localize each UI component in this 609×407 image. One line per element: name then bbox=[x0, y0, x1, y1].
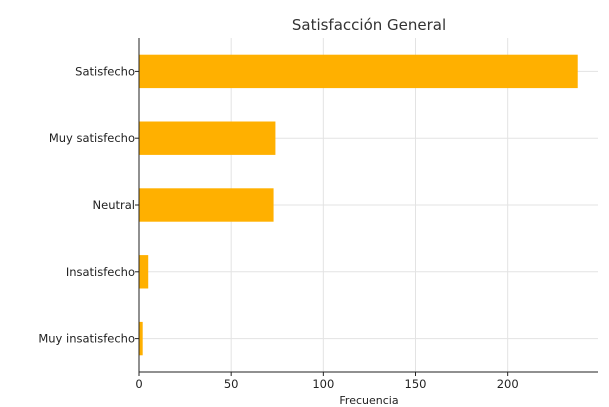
x-tick-label: 150 bbox=[405, 377, 427, 391]
bar bbox=[139, 255, 149, 289]
bar bbox=[139, 188, 274, 222]
bar bbox=[139, 121, 276, 155]
x-axis-label: Frecuencia bbox=[339, 394, 398, 407]
y-tick-label: Muy satisfecho bbox=[49, 131, 135, 145]
y-tick-label: Insatisfecho bbox=[66, 265, 135, 279]
bars bbox=[139, 54, 578, 356]
y-tick-label: Neutral bbox=[93, 198, 135, 212]
x-tick-label: 50 bbox=[224, 377, 239, 391]
x-tick-label: 100 bbox=[312, 377, 334, 391]
y-tick-label: Muy insatisfecho bbox=[38, 332, 135, 346]
x-tick-label: 200 bbox=[497, 377, 519, 391]
chart-title: Satisfacción General bbox=[292, 16, 446, 34]
y-tick-label: Satisfecho bbox=[75, 64, 135, 78]
x-tick-label: 0 bbox=[135, 377, 142, 391]
bar bbox=[139, 321, 143, 356]
x-tick-labels: 0 50 100 150 200 bbox=[135, 377, 518, 391]
bar bbox=[139, 54, 578, 89]
y-tick-labels: Satisfecho Muy satisfecho Neutral Insatisfe… bbox=[38, 64, 135, 345]
axes bbox=[135, 38, 598, 376]
